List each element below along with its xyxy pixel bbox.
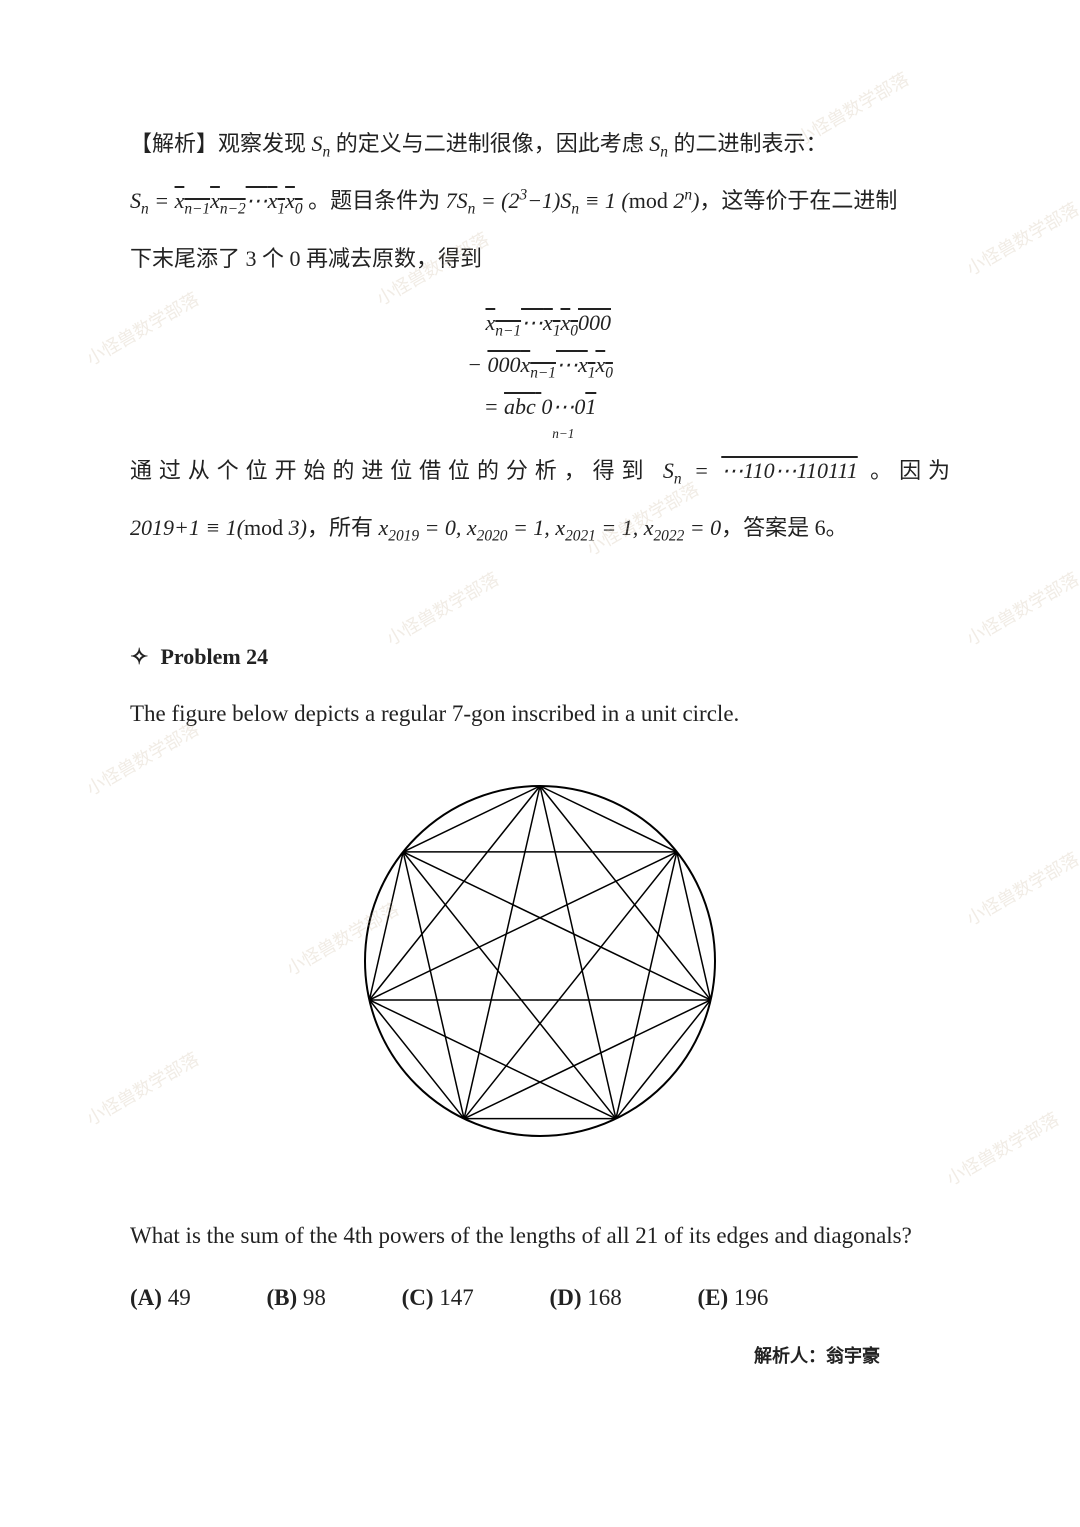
answer-e: (E) 196 [697,1285,803,1310]
subtraction-row-2: − 000xn−1⋯x1x0 [130,345,950,387]
diamond-icon: ✧ [130,644,148,669]
solution-label: 【解析】 [130,131,218,156]
answer-a: (A) 49 [130,1285,226,1310]
problem-number: Problem 24 [160,644,268,669]
subtraction-block: xn−1⋯x1x0000 − 000xn−1⋯x1x0 = abc 0⋯0n−1… [130,303,950,427]
solution-para-2: Sn = xn−1xn−2⋯x1x0 。题目条件为 7Sn = (23−1)Sn… [130,177,950,226]
solution-para-1: 【解析】观察发现 Sn 的定义与二进制很像，因此考虑 Sn 的二进制表示： [130,120,950,169]
heptagon-figure [340,761,740,1161]
solution-para-3: 下末尾添了 3 个 0 再减去原数，得到 [130,235,950,283]
conclusion-para-1: 通过从个位开始的进位借位的分析，得到 Sn = ⋯110⋯110111 。因为 [130,447,950,496]
figure-container [130,761,950,1178]
problem-statement: The figure below depicts a regular 7-gon… [130,697,950,732]
answer-c: (C) 147 [402,1285,509,1310]
subtraction-row-1: xn−1⋯x1x0000 [130,303,950,345]
answer-d: (D) 168 [550,1285,657,1310]
conclusion-para-2: 2019+1 ≡ 1(mod 3)，所有 x2019 = 0, x2020 = … [130,504,950,553]
subtraction-row-3: = abc 0⋯0n−11 [130,387,950,427]
footer-author: 解析人：翁宇豪 [754,1337,880,1377]
problem-header: ✧ Problem 24 [130,633,950,681]
problem-question: What is the sum of the 4th powers of the… [130,1219,950,1254]
answer-choices: (A) 49 (B) 98 (C) 147 (D) 168 (E) 196 [130,1273,950,1324]
answer-b: (B) 98 [266,1285,360,1310]
